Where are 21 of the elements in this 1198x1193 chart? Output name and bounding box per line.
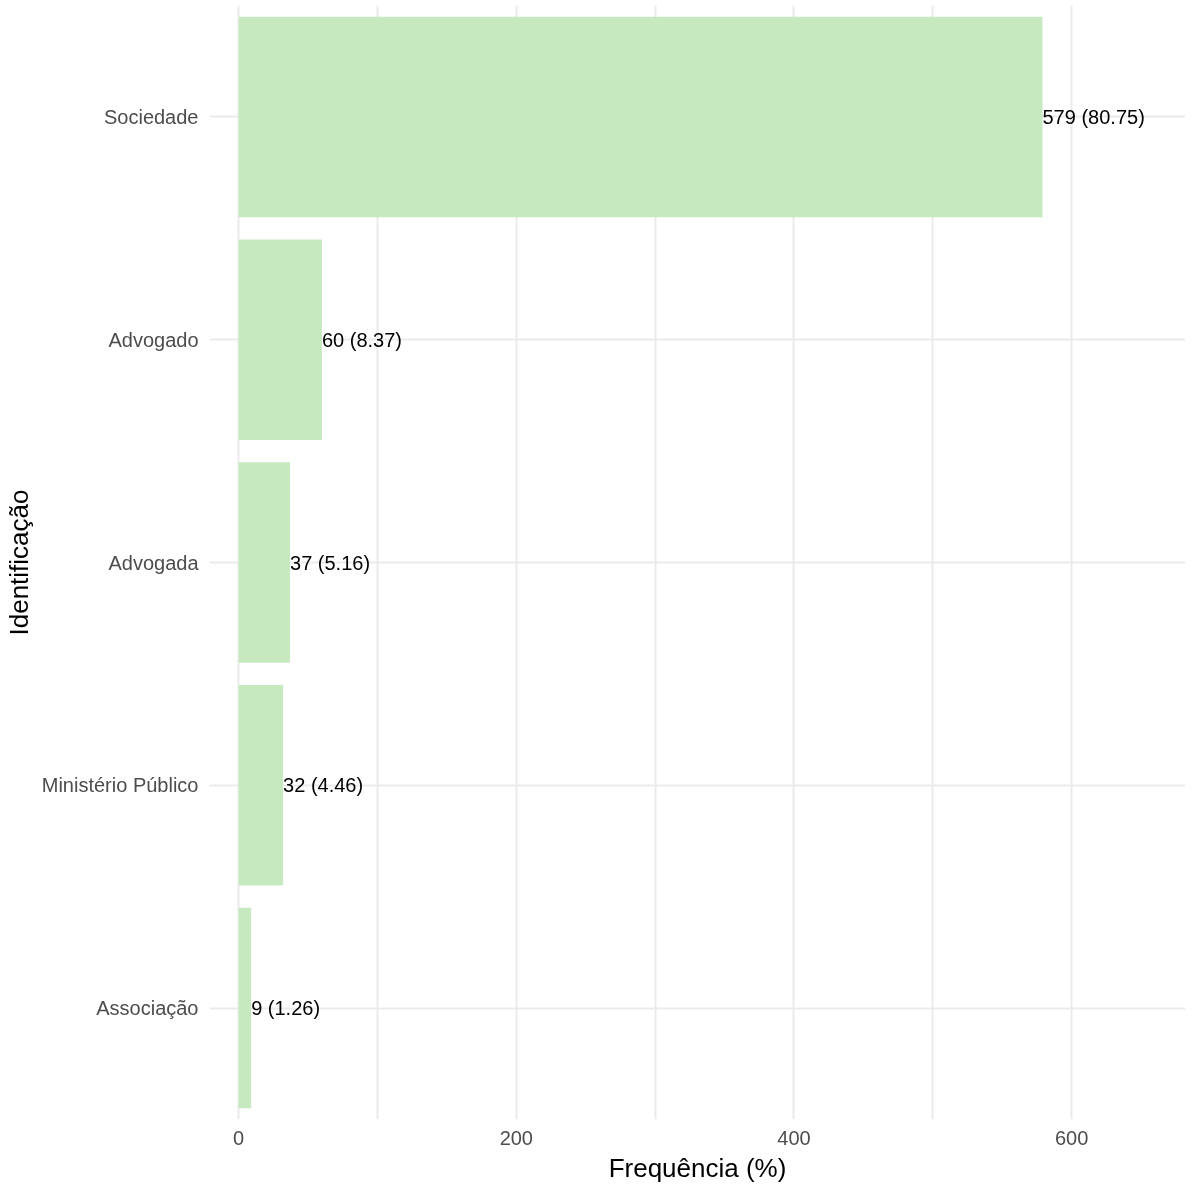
data-label: 60 (8.37) <box>321 328 403 351</box>
x-axis-title: Frequência (%) <box>608 1152 787 1183</box>
y-tick-label: Ministério Público <box>41 774 199 797</box>
y-tick-label: Sociedade <box>103 105 199 128</box>
data-label: 37 (5.16) <box>290 551 371 574</box>
y-axis-title: Identificação <box>3 489 34 636</box>
bar <box>238 16 1043 218</box>
bar <box>238 907 252 1109</box>
y-tick-label: Advogada <box>108 551 200 574</box>
data-label: 32 (4.46) <box>283 774 364 797</box>
data-label: 9 (1.26) <box>251 997 321 1020</box>
bar <box>238 462 291 663</box>
x-tick-label: 200 <box>499 1126 534 1149</box>
y-tick-label: Associação <box>96 997 199 1020</box>
x-tick-label: 600 <box>1054 1126 1089 1149</box>
data-label: 579 (80.75) <box>1042 105 1145 128</box>
x-tick-label: 400 <box>777 1126 811 1149</box>
bar <box>238 685 284 886</box>
bar <box>238 239 322 440</box>
x-tick-label: 0 <box>233 1126 245 1149</box>
y-tick-label: Advogado <box>108 328 199 351</box>
